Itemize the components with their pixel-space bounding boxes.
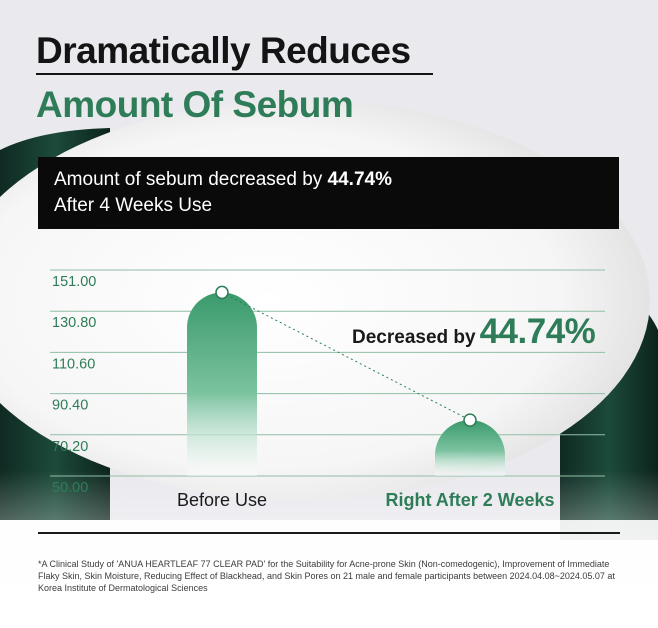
data-point-marker <box>463 413 477 427</box>
bar <box>187 292 257 476</box>
y-tick-label: 70.20 <box>52 439 88 455</box>
banner-line-1: Amount of sebum decreased by 44.74% <box>54 168 392 192</box>
trend-connector <box>221 291 471 421</box>
banner-line-2: After 4 Weeks Use <box>54 195 213 216</box>
bar <box>435 420 505 476</box>
banner-prefix: Amount of sebum decreased by <box>54 169 328 190</box>
y-tick-label: 90.40 <box>52 398 88 414</box>
title-underline <box>36 73 433 75</box>
decrease-callout-value: 44.74% <box>479 312 596 351</box>
decrease-callout-prefix: Decreased by <box>352 327 476 348</box>
footnote-divider <box>38 532 620 534</box>
y-tick-label: 151.00 <box>52 274 96 290</box>
title-line-2: Amount Of Sebum <box>36 84 354 125</box>
y-tick-label: 110.60 <box>52 356 95 372</box>
banner-value: 44.74% <box>327 169 392 190</box>
footnote-text: *A Clinical Study of 'ANUA HEARTLEAF 77 … <box>38 559 615 593</box>
data-point-marker <box>215 285 229 300</box>
y-tick-label: 50.00 <box>52 480 88 496</box>
y-tick-label: 130.80 <box>52 315 96 331</box>
x-category-label: Before Use <box>177 490 267 510</box>
title-line-1: Dramatically Reduces <box>36 30 411 71</box>
summary-banner <box>38 157 619 229</box>
x-category-label: Right After 2 Weeks <box>385 490 554 510</box>
decrease-callout: Decreased by 44.74% <box>352 312 596 352</box>
